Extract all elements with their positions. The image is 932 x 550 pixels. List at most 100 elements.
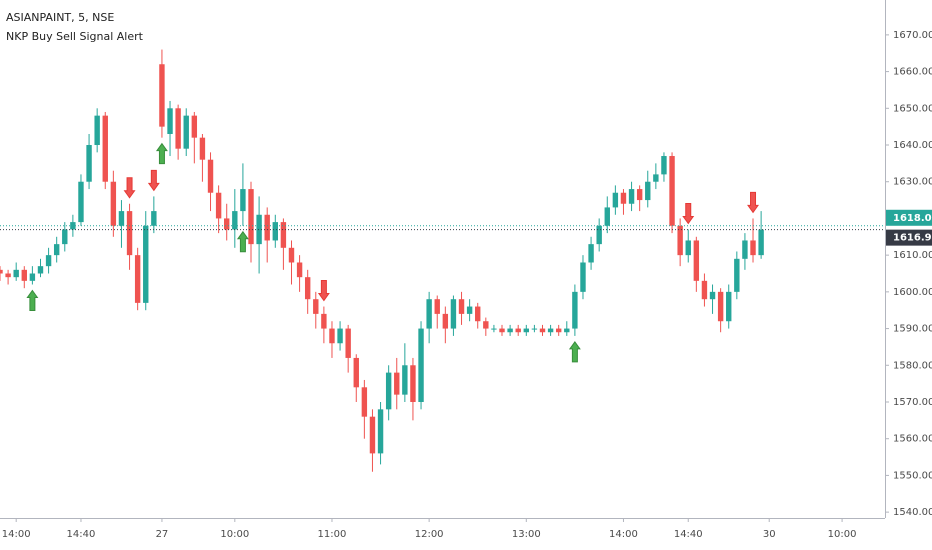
candle-body <box>620 192 627 204</box>
candle-body <box>588 244 594 263</box>
candle-body <box>539 328 546 333</box>
candle-body <box>296 262 303 278</box>
candle-body <box>458 299 465 314</box>
candle-body <box>143 225 149 303</box>
candle-body <box>596 225 602 245</box>
candle-body <box>669 156 675 226</box>
y-tick-label: 1660.00 <box>893 67 932 78</box>
candle-body <box>693 240 700 281</box>
candle-body <box>215 192 222 219</box>
price-badge <box>886 229 932 246</box>
x-tick-label: 10:00 <box>220 529 249 540</box>
candle-body <box>337 328 343 344</box>
candle-body <box>159 64 165 127</box>
sell-arrow <box>123 177 136 199</box>
candle-body <box>304 277 311 300</box>
y-tick-label: 1640.00 <box>893 140 932 151</box>
y-tick-label: 1580.00 <box>893 360 932 371</box>
x-tick-label: 10:00 <box>828 529 857 540</box>
candle-body <box>94 115 100 146</box>
candle-body <box>555 328 562 333</box>
candle-body <box>426 299 432 329</box>
candle-body <box>86 145 92 182</box>
candle-body <box>483 321 489 329</box>
x-tick-label: 12:00 <box>415 529 444 540</box>
sell-arrow <box>147 169 160 192</box>
candle-body <box>726 291 732 322</box>
candle-body <box>0 269 3 274</box>
candle-body <box>434 299 440 314</box>
candle-body <box>256 214 262 245</box>
candle-body <box>491 328 497 330</box>
candle-body <box>499 328 505 333</box>
candle-body <box>750 240 756 256</box>
y-tick-label: 1590.00 <box>893 324 932 335</box>
candle-body <box>13 269 19 278</box>
candle-body <box>645 181 651 201</box>
candle-body <box>118 211 125 226</box>
candle-body <box>377 409 384 454</box>
y-tick-label: 1610.00 <box>893 250 932 261</box>
candle-body <box>547 328 554 333</box>
candle-body <box>29 273 36 281</box>
buy-arrow <box>568 341 581 363</box>
candle-body <box>442 313 449 329</box>
candle-body <box>385 372 392 410</box>
x-tick-label: 14:40 <box>67 529 96 540</box>
candle-body <box>313 299 319 314</box>
candle-body <box>78 181 84 223</box>
candle-body <box>102 115 108 182</box>
candle-body <box>661 156 667 175</box>
candle-body <box>110 181 117 226</box>
candle-body <box>677 225 683 256</box>
candle-body <box>580 262 586 292</box>
candle-body <box>248 189 254 245</box>
x-tick-label: 14:40 <box>674 529 703 540</box>
y-tick-label: 1670.00 <box>893 30 932 41</box>
x-tick-label: 11:00 <box>318 529 347 540</box>
candle-body <box>604 207 610 226</box>
candle-body <box>207 159 214 193</box>
candle-body <box>734 258 740 292</box>
candle-body <box>167 108 173 134</box>
candle-body <box>466 306 473 314</box>
x-tick-label: 13:00 <box>512 529 541 540</box>
candle-body <box>280 222 287 248</box>
candle-body <box>531 328 538 330</box>
candle-body <box>199 137 206 160</box>
buy-arrow <box>26 289 39 312</box>
candle-body <box>134 255 141 303</box>
candle-body <box>564 328 570 333</box>
candle-body <box>410 365 416 402</box>
sell-arrow <box>747 191 759 214</box>
chart-title: ASIANPAINT, 5, NSE <box>6 11 114 24</box>
candle-body <box>369 416 376 454</box>
candle-body <box>232 211 238 230</box>
x-tick-label: 14:00 <box>2 529 31 540</box>
buy-arrow <box>155 142 168 165</box>
candle-body <box>224 218 230 230</box>
candle-body <box>353 357 359 388</box>
y-tick-label: 1540.00 <box>893 507 932 518</box>
candle-body <box>701 280 708 300</box>
candle-body <box>240 189 246 212</box>
sell-arrow <box>317 280 330 302</box>
candle-body <box>709 291 716 300</box>
candle-body <box>183 115 189 149</box>
candle-body <box>402 365 408 395</box>
candle-body <box>264 214 270 241</box>
candle-body <box>758 229 764 256</box>
candle-body <box>345 328 351 358</box>
candle-body <box>628 189 635 204</box>
candle-body <box>5 273 11 278</box>
x-tick-label: 27 <box>156 529 169 540</box>
candle-body <box>321 313 327 329</box>
candle-body <box>475 306 481 322</box>
candle-body <box>329 328 335 344</box>
candle-body <box>450 299 457 329</box>
candle-body <box>394 372 400 395</box>
candle-body <box>62 229 68 245</box>
candle-body <box>612 192 619 208</box>
price-badge-label: 1618.00 <box>893 213 932 224</box>
